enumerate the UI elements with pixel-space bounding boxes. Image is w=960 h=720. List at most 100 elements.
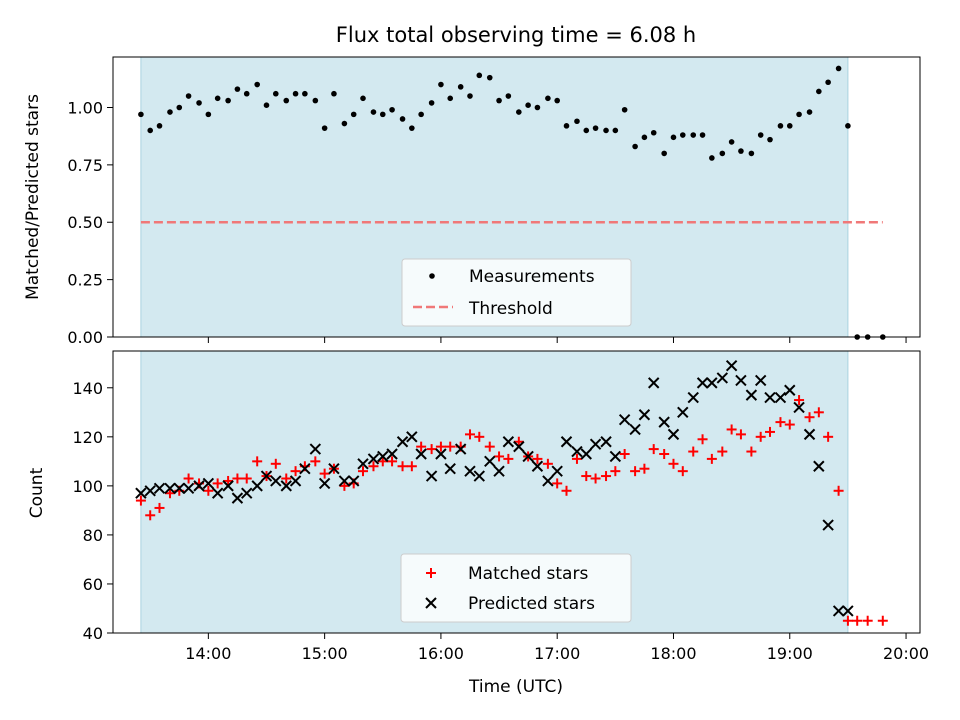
top-panel: 0.00 0.25 0.50 0.75 1.00 Matched/Predicted s… [23, 56, 921, 347]
predicted-star-point [629, 423, 641, 436]
top-legend: Measurements Threshold [401, 258, 632, 327]
x-tick-label: 14:00 [185, 644, 231, 663]
measurement-point [816, 88, 822, 95]
predicted-star-point [716, 372, 729, 384]
predicted-star-point [473, 470, 485, 482]
matched-star-point [862, 615, 873, 626]
predicted-star-point [522, 450, 534, 463]
bottom-x-ticks: 14:00 15:00 16:00 17:00 18:00 19:00 20:00 [185, 633, 929, 663]
predicted-star-point [211, 487, 224, 499]
predicted-star-point [153, 482, 166, 495]
predicted-star-point [464, 465, 476, 477]
predicted-star-point [706, 377, 718, 389]
legend-predicted-label: Predicted stars [468, 594, 595, 614]
predicted-star-point [658, 416, 670, 428]
x-tick-label: 17:00 [534, 644, 580, 663]
measurement-point [632, 143, 638, 150]
matched-star-point [688, 446, 699, 457]
measurement-point [621, 106, 628, 113]
measurement-point [399, 116, 406, 122]
bottom-axes-frame [112, 350, 921, 634]
predicted-star-point [754, 374, 767, 387]
matched-star-point [232, 473, 243, 484]
matched-star-point [561, 485, 572, 496]
matched-star-point [387, 456, 398, 467]
x-tick-label: 16:00 [418, 644, 464, 663]
predicted-star-point [822, 519, 834, 531]
matched-star-point [610, 466, 621, 477]
matched-star-point [377, 456, 388, 467]
matched-star-point [484, 441, 495, 452]
x-tick-label: 20:00 [883, 644, 929, 663]
matched-star-point [145, 510, 156, 521]
measurement-point [574, 118, 580, 125]
matched-star-point [532, 453, 543, 464]
predicted-star-point [299, 462, 311, 475]
measurement-point [389, 106, 395, 113]
predicted-star-point [338, 475, 351, 487]
matched-star-point [697, 434, 708, 445]
measurement-point [534, 104, 541, 111]
predicted-star-point [764, 391, 776, 404]
measurement-point [777, 123, 784, 129]
predicted-star-point [687, 391, 699, 404]
measurement-point [214, 95, 221, 102]
matched-star-point [775, 417, 786, 428]
matched-star-point [842, 615, 853, 626]
matched-star-point [368, 461, 379, 472]
predicted-star-point [328, 462, 340, 475]
matched-star-point [135, 495, 146, 506]
matched-star-point [706, 453, 717, 464]
matched-star-point [755, 431, 766, 442]
matched-star-point [164, 488, 175, 499]
measurement-point [447, 95, 454, 102]
predicted-star-point [832, 605, 845, 617]
measurement-point [147, 127, 154, 134]
predicted-star-point [803, 428, 816, 441]
top-y-tick-label: 0.50 [67, 213, 103, 232]
legend-measurements-label: Measurements [469, 267, 595, 287]
measurement-point [603, 127, 609, 134]
measurement-point [583, 127, 590, 134]
matched-star-point [406, 461, 417, 472]
measurement-point [243, 90, 250, 97]
measurement-point [554, 97, 560, 104]
measurement-point [138, 111, 144, 118]
matched-star-point [677, 466, 688, 477]
predicted-star-point [251, 480, 263, 492]
predicted-star-point [406, 431, 418, 443]
matched-star-point [270, 458, 281, 469]
matched-stars-points [135, 395, 888, 626]
matched-star-point [319, 468, 330, 479]
measurement-point [661, 150, 667, 157]
predicted-star-point [260, 470, 273, 482]
predicted-star-point [493, 465, 505, 477]
predicted-star-point [415, 448, 427, 460]
matched-star-point [435, 441, 446, 452]
matched-star-point [494, 451, 505, 462]
matched-star-point [212, 478, 223, 489]
measurement-point [438, 81, 444, 88]
measurement-point [292, 90, 299, 97]
matched-star-point [223, 475, 234, 486]
predicted-star-point [425, 470, 438, 482]
predicted-star-point [638, 409, 651, 421]
predicted-star-point [677, 406, 689, 419]
measurement-point [496, 97, 502, 104]
measurement-point [350, 111, 357, 118]
matched-star-point [601, 471, 612, 482]
matched-star-point [746, 446, 757, 457]
predicted-star-point [367, 453, 380, 465]
matched-star-point [764, 426, 775, 437]
predicted-star-point [396, 436, 409, 448]
measurement-point [467, 93, 473, 99]
matched-star-point [833, 485, 844, 496]
top-y-tick-label: 0.75 [67, 156, 103, 175]
top-axes-frame [112, 56, 921, 338]
predicted-star-point [173, 482, 185, 495]
measurement-point [545, 95, 551, 102]
predicted-star-point [280, 480, 292, 492]
top-y-ticks: 0.00 0.25 0.50 0.75 1.00 [67, 98, 113, 347]
predicted-star-point [289, 475, 302, 487]
